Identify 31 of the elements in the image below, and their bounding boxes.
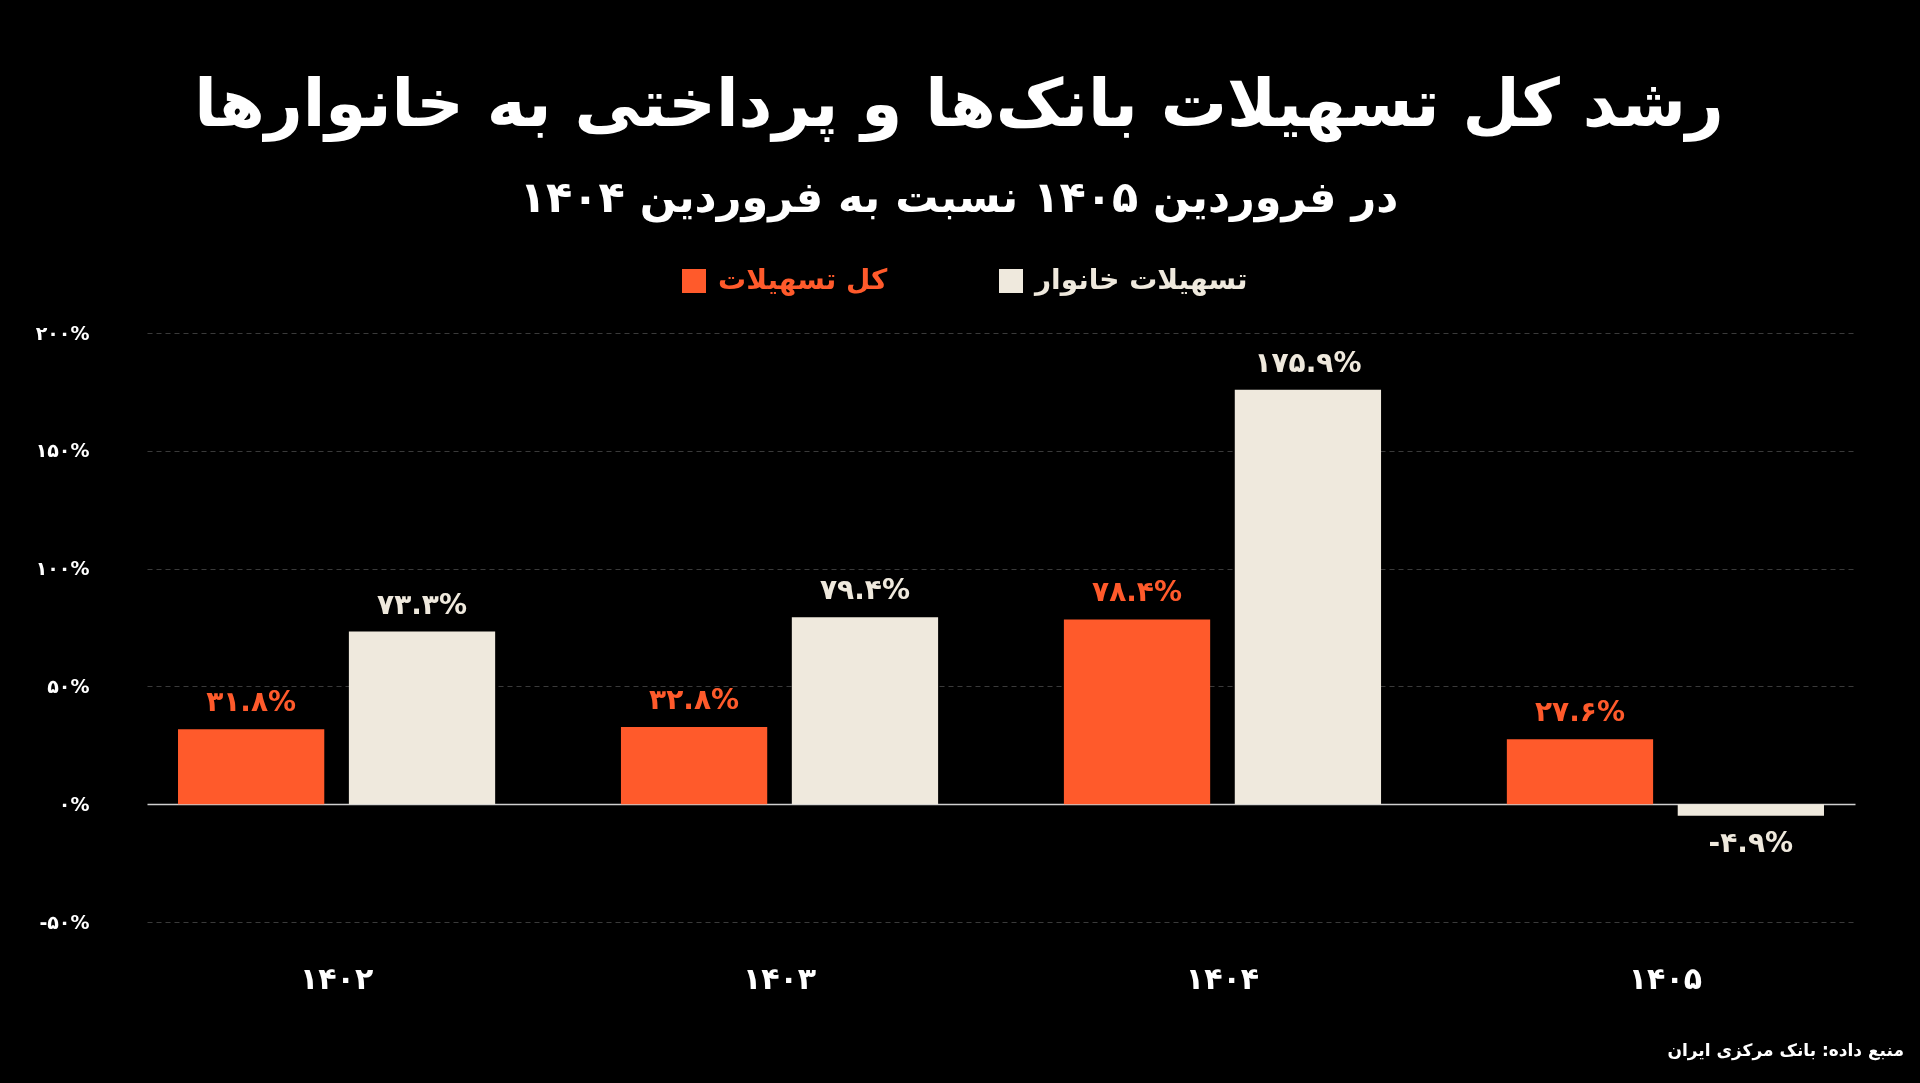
bar: [1677, 804, 1824, 816]
bar: [620, 726, 768, 805]
legend-label: کل تسهیلات: [718, 263, 889, 296]
data-label: -۴.۹%: [1708, 825, 1794, 859]
y-tick-label: ۱۵۰%: [35, 439, 90, 462]
bar: [1234, 389, 1382, 805]
y-tick-label: -۵۰%: [39, 910, 90, 933]
bar: [791, 617, 939, 805]
data-label: ۷۸.۴%: [1092, 575, 1183, 609]
data-label: ۳۱.۸%: [206, 685, 297, 719]
data-label: ۷۹.۴%: [819, 573, 910, 607]
bar: [1506, 739, 1654, 805]
text: منبع داده: بانک مرکزی ایران: [1667, 1040, 1904, 1061]
chart-subtitle: در فروردین ۱۴۰۵ نسبت به فروردین ۱۴۰۴: [519, 172, 1399, 223]
chart-title: رشد کل تسهیلات بانک‌ها و پرداختی به خانوارها: [194, 65, 1724, 143]
y-tick-label: ۵۰%: [47, 674, 90, 697]
bar: [348, 631, 496, 805]
x-tick-label: ۱۴۰۵: [1628, 960, 1703, 996]
legend-label: تسهیلات خانوار: [1033, 263, 1248, 296]
data-label: ۷۳.۳%: [377, 587, 467, 621]
y-tick-label: ۰%: [58, 792, 90, 815]
data-label: ۳۲.۸%: [649, 682, 740, 716]
data-label: ۲۷.۶%: [1535, 695, 1625, 729]
y-tick-label: ۲۰۰%: [35, 321, 90, 344]
x-tick-label: ۱۴۰۲: [299, 960, 374, 996]
bar: [178, 729, 325, 805]
y-tick-label: ۱۰۰%: [35, 557, 90, 580]
x-tick-label: ۱۴۰۳: [742, 960, 817, 996]
bar: [1063, 619, 1211, 805]
x-tick-label: ۱۴۰۴: [1185, 960, 1260, 996]
data-label: ۱۷۵.۹%: [1254, 345, 1362, 379]
